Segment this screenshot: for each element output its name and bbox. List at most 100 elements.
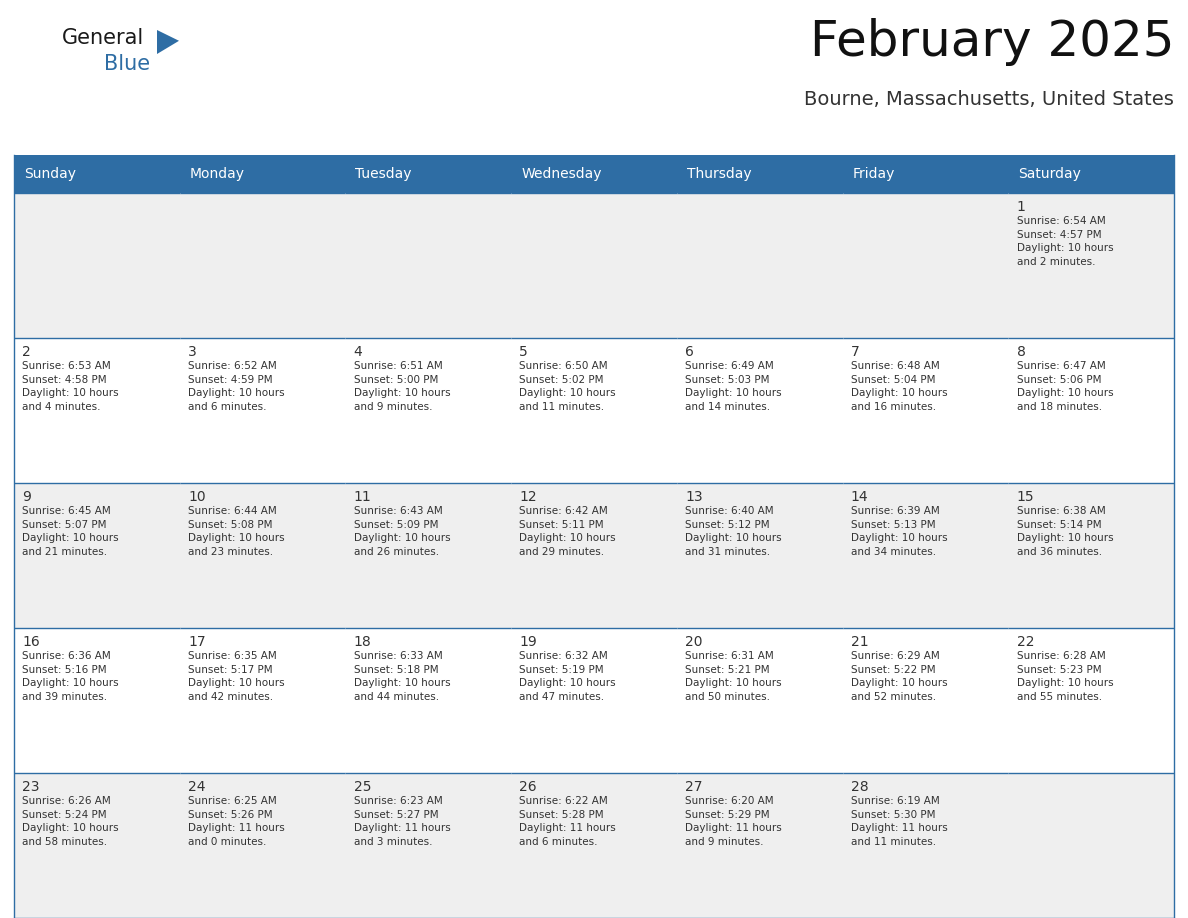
Text: Sunrise: 6:29 AM
Sunset: 5:22 PM
Daylight: 10 hours
and 52 minutes.: Sunrise: 6:29 AM Sunset: 5:22 PM Dayligh…: [851, 651, 948, 701]
Text: February 2025: February 2025: [809, 18, 1174, 66]
Text: 22: 22: [1017, 635, 1034, 649]
Bar: [677, 628, 842, 773]
Text: 10: 10: [188, 490, 206, 504]
Bar: [1009, 628, 1174, 773]
Text: Sunrise: 6:50 AM
Sunset: 5:02 PM
Daylight: 10 hours
and 11 minutes.: Sunrise: 6:50 AM Sunset: 5:02 PM Dayligh…: [519, 361, 617, 412]
Text: Sunrise: 6:40 AM
Sunset: 5:12 PM
Daylight: 10 hours
and 31 minutes.: Sunrise: 6:40 AM Sunset: 5:12 PM Dayligh…: [685, 506, 782, 557]
Bar: [179, 483, 346, 628]
Text: Sunrise: 6:49 AM
Sunset: 5:03 PM
Daylight: 10 hours
and 14 minutes.: Sunrise: 6:49 AM Sunset: 5:03 PM Dayligh…: [685, 361, 782, 412]
Text: Sunrise: 6:25 AM
Sunset: 5:26 PM
Daylight: 11 hours
and 0 minutes.: Sunrise: 6:25 AM Sunset: 5:26 PM Dayligh…: [188, 796, 285, 846]
Bar: [677, 483, 842, 628]
Bar: [179, 338, 346, 483]
Bar: [511, 338, 677, 483]
Text: Sunday: Sunday: [24, 167, 76, 181]
Bar: [511, 628, 677, 773]
Text: Friday: Friday: [853, 167, 895, 181]
Bar: [1009, 338, 1174, 483]
Bar: [511, 773, 677, 918]
Text: 15: 15: [1017, 490, 1035, 504]
Text: Sunrise: 6:23 AM
Sunset: 5:27 PM
Daylight: 11 hours
and 3 minutes.: Sunrise: 6:23 AM Sunset: 5:27 PM Dayligh…: [354, 796, 450, 846]
Text: Sunrise: 6:44 AM
Sunset: 5:08 PM
Daylight: 10 hours
and 23 minutes.: Sunrise: 6:44 AM Sunset: 5:08 PM Dayligh…: [188, 506, 285, 557]
Bar: [179, 773, 346, 918]
Text: Thursday: Thursday: [687, 167, 752, 181]
Bar: [842, 773, 1009, 918]
Text: 6: 6: [685, 345, 694, 359]
Bar: [346, 155, 511, 193]
Text: 18: 18: [354, 635, 372, 649]
Text: 4: 4: [354, 345, 362, 359]
Bar: [346, 483, 511, 628]
Text: 20: 20: [685, 635, 702, 649]
Text: 17: 17: [188, 635, 206, 649]
Bar: [842, 193, 1009, 338]
Bar: [179, 628, 346, 773]
Text: 11: 11: [354, 490, 372, 504]
Text: Sunrise: 6:20 AM
Sunset: 5:29 PM
Daylight: 11 hours
and 9 minutes.: Sunrise: 6:20 AM Sunset: 5:29 PM Dayligh…: [685, 796, 782, 846]
Bar: [1009, 773, 1174, 918]
Bar: [346, 628, 511, 773]
Text: Sunrise: 6:43 AM
Sunset: 5:09 PM
Daylight: 10 hours
and 26 minutes.: Sunrise: 6:43 AM Sunset: 5:09 PM Dayligh…: [354, 506, 450, 557]
Bar: [179, 193, 346, 338]
Bar: [179, 155, 346, 193]
Bar: [511, 193, 677, 338]
Text: Saturday: Saturday: [1018, 167, 1081, 181]
Text: 2: 2: [23, 345, 31, 359]
Text: 24: 24: [188, 780, 206, 794]
Text: 5: 5: [519, 345, 529, 359]
Text: Bourne, Massachusetts, United States: Bourne, Massachusetts, United States: [804, 90, 1174, 109]
Polygon shape: [157, 30, 179, 54]
Text: Sunrise: 6:26 AM
Sunset: 5:24 PM
Daylight: 10 hours
and 58 minutes.: Sunrise: 6:26 AM Sunset: 5:24 PM Dayligh…: [23, 796, 119, 846]
Bar: [346, 338, 511, 483]
Text: Sunrise: 6:22 AM
Sunset: 5:28 PM
Daylight: 11 hours
and 6 minutes.: Sunrise: 6:22 AM Sunset: 5:28 PM Dayligh…: [519, 796, 617, 846]
Text: Sunrise: 6:33 AM
Sunset: 5:18 PM
Daylight: 10 hours
and 44 minutes.: Sunrise: 6:33 AM Sunset: 5:18 PM Dayligh…: [354, 651, 450, 701]
Text: 7: 7: [851, 345, 860, 359]
Text: 23: 23: [23, 780, 39, 794]
Text: General: General: [62, 28, 144, 48]
Bar: [677, 155, 842, 193]
Text: 1: 1: [1017, 200, 1025, 214]
Bar: [511, 483, 677, 628]
Text: 26: 26: [519, 780, 537, 794]
Text: Sunrise: 6:36 AM
Sunset: 5:16 PM
Daylight: 10 hours
and 39 minutes.: Sunrise: 6:36 AM Sunset: 5:16 PM Dayligh…: [23, 651, 119, 701]
Text: Sunrise: 6:54 AM
Sunset: 4:57 PM
Daylight: 10 hours
and 2 minutes.: Sunrise: 6:54 AM Sunset: 4:57 PM Dayligh…: [1017, 216, 1113, 267]
Text: Sunrise: 6:47 AM
Sunset: 5:06 PM
Daylight: 10 hours
and 18 minutes.: Sunrise: 6:47 AM Sunset: 5:06 PM Dayligh…: [1017, 361, 1113, 412]
Text: 28: 28: [851, 780, 868, 794]
Text: Monday: Monday: [190, 167, 245, 181]
Text: Sunrise: 6:53 AM
Sunset: 4:58 PM
Daylight: 10 hours
and 4 minutes.: Sunrise: 6:53 AM Sunset: 4:58 PM Dayligh…: [23, 361, 119, 412]
Bar: [346, 773, 511, 918]
Text: 8: 8: [1017, 345, 1025, 359]
Bar: [14, 155, 179, 193]
Bar: [1009, 193, 1174, 338]
Bar: [1009, 155, 1174, 193]
Bar: [346, 193, 511, 338]
Bar: [842, 483, 1009, 628]
Text: 16: 16: [23, 635, 40, 649]
Text: 21: 21: [851, 635, 868, 649]
Bar: [1009, 483, 1174, 628]
Bar: [842, 155, 1009, 193]
Text: 14: 14: [851, 490, 868, 504]
Text: Blue: Blue: [105, 54, 150, 74]
Bar: [677, 193, 842, 338]
Bar: [842, 338, 1009, 483]
Text: 9: 9: [23, 490, 31, 504]
Text: Sunrise: 6:19 AM
Sunset: 5:30 PM
Daylight: 11 hours
and 11 minutes.: Sunrise: 6:19 AM Sunset: 5:30 PM Dayligh…: [851, 796, 948, 846]
Text: Sunrise: 6:42 AM
Sunset: 5:11 PM
Daylight: 10 hours
and 29 minutes.: Sunrise: 6:42 AM Sunset: 5:11 PM Dayligh…: [519, 506, 617, 557]
Text: Sunrise: 6:45 AM
Sunset: 5:07 PM
Daylight: 10 hours
and 21 minutes.: Sunrise: 6:45 AM Sunset: 5:07 PM Dayligh…: [23, 506, 119, 557]
Text: Sunrise: 6:52 AM
Sunset: 4:59 PM
Daylight: 10 hours
and 6 minutes.: Sunrise: 6:52 AM Sunset: 4:59 PM Dayligh…: [188, 361, 285, 412]
Bar: [677, 338, 842, 483]
Bar: [14, 193, 179, 338]
Text: Sunrise: 6:51 AM
Sunset: 5:00 PM
Daylight: 10 hours
and 9 minutes.: Sunrise: 6:51 AM Sunset: 5:00 PM Dayligh…: [354, 361, 450, 412]
Bar: [511, 155, 677, 193]
Bar: [842, 628, 1009, 773]
Text: 12: 12: [519, 490, 537, 504]
Text: Sunrise: 6:31 AM
Sunset: 5:21 PM
Daylight: 10 hours
and 50 minutes.: Sunrise: 6:31 AM Sunset: 5:21 PM Dayligh…: [685, 651, 782, 701]
Text: 3: 3: [188, 345, 197, 359]
Text: Tuesday: Tuesday: [355, 167, 412, 181]
Text: Sunrise: 6:38 AM
Sunset: 5:14 PM
Daylight: 10 hours
and 36 minutes.: Sunrise: 6:38 AM Sunset: 5:14 PM Dayligh…: [1017, 506, 1113, 557]
Text: Sunrise: 6:35 AM
Sunset: 5:17 PM
Daylight: 10 hours
and 42 minutes.: Sunrise: 6:35 AM Sunset: 5:17 PM Dayligh…: [188, 651, 285, 701]
Bar: [677, 773, 842, 918]
Bar: [14, 483, 179, 628]
Bar: [14, 773, 179, 918]
Text: Wednesday: Wednesday: [522, 167, 601, 181]
